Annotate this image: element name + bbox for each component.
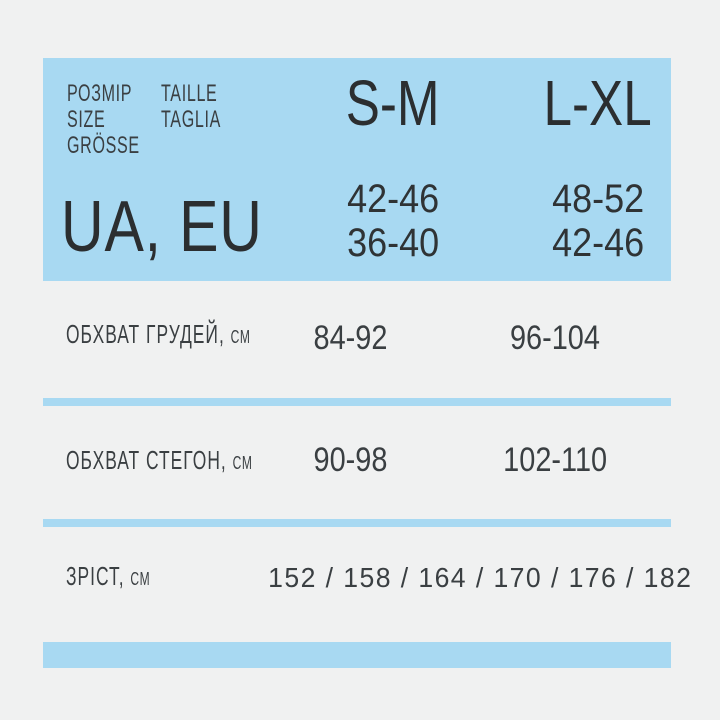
column-header-lxl: L-XL (488, 71, 708, 135)
eu-size-sm-ua: 42-46 (346, 177, 440, 221)
divider-bar-1 (43, 398, 671, 406)
row-label-chest: ОБХВАТ ГРУДЕЙ, СМ (66, 320, 251, 349)
row-label-height-unit: СМ (130, 569, 151, 589)
height-values-text: 152 / 158 / 164 / 170 / 176 / 182 (268, 562, 693, 593)
eu-sizes-lxl: 48-52 42-46 (488, 177, 708, 265)
row-label-height: ЗРІСТ, СМ (66, 562, 150, 591)
region-label: UA, EU (61, 187, 263, 267)
height-values: 152 / 158 / 164 / 170 / 176 / 182 (257, 564, 691, 592)
column-header-sm: S-M (283, 71, 503, 135)
row-label-chest-text: ОБХВАТ ГРУДЕЙ, (66, 319, 225, 349)
size-word-groesse: GRÖSSE (67, 132, 140, 159)
size-word-rozmir: РОЗМІР (67, 80, 133, 107)
hips-value-sm-text: 90-98 (313, 441, 387, 479)
chest-value-sm-text: 84-92 (313, 319, 387, 357)
size-word-taglia: TAGLIA (161, 106, 222, 133)
hips-value-lxl: 102-110 (445, 443, 665, 477)
row-label-hips-unit: СМ (232, 453, 253, 473)
row-label-chest-unit: СМ (230, 327, 251, 347)
chest-value-lxl: 96-104 (445, 321, 665, 355)
row-label-height-text: ЗРІСТ, (66, 561, 125, 591)
eu-size-sm-eu: 36-40 (346, 221, 440, 265)
chest-value-lxl-text: 96-104 (510, 319, 600, 357)
bottom-accent-bar (43, 642, 671, 668)
size-word-size: SIZE (67, 106, 106, 133)
row-label-hips-text: ОБХВАТ СТЕГОН, (66, 445, 227, 475)
size-word-column-1: РОЗМІР SIZE GRÖSSE (67, 81, 140, 159)
divider-bar-2 (43, 519, 671, 527)
size-chart-header: РОЗМІР SIZE GRÖSSE TAILLE TAGLIA UA, EU … (43, 58, 671, 281)
column-header-lxl-text: L-XL (543, 67, 653, 139)
eu-size-lxl-ua: 48-52 (551, 177, 645, 221)
row-label-hips: ОБХВАТ СТЕГОН, СМ (66, 446, 253, 475)
size-word-column-2: TAILLE TAGLIA (161, 81, 221, 133)
column-header-sm-text: S-M (346, 67, 440, 139)
size-word-taille: TAILLE (161, 80, 218, 107)
chest-value-sm: 84-92 (240, 321, 460, 355)
hips-value-sm: 90-98 (240, 443, 460, 477)
hips-value-lxl-text: 102-110 (503, 441, 607, 479)
eu-sizes-sm: 42-46 36-40 (283, 177, 503, 265)
eu-size-lxl-eu: 42-46 (551, 221, 645, 265)
